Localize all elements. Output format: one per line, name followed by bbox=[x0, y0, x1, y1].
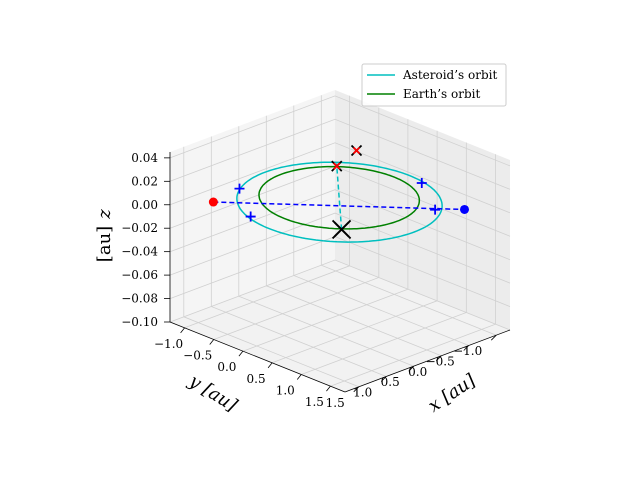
marker-dot-1 bbox=[460, 204, 469, 214]
legend: Asteroid’s orbit Earth’s orbit bbox=[361, 63, 507, 107]
tick-labels: −1.0−0.50.00.51.01.5−1.0−0.50.00.51.01.5… bbox=[121, 151, 497, 410]
y-tick-mark-5 bbox=[353, 386, 360, 393]
series-line-1 bbox=[258, 165, 421, 230]
marker-plus-2 bbox=[245, 211, 256, 222]
z-gridline-5 bbox=[169, 142, 511, 214]
axis-edges bbox=[169, 152, 511, 393]
y-tick-label-4: 1.0 bbox=[353, 386, 372, 400]
z-gridline-6 bbox=[169, 118, 511, 190]
z-gridline-0 bbox=[169, 259, 511, 331]
z-gridline-7 bbox=[169, 95, 511, 167]
data-series bbox=[213, 161, 465, 243]
z-tick-label-6: 0.02 bbox=[131, 174, 158, 188]
y-tick-mark-4 bbox=[380, 376, 387, 382]
legend-label-asteroid: Asteroid’s orbit bbox=[402, 68, 497, 82]
x-tick-mark-0 bbox=[180, 327, 185, 334]
dashed-line-1 bbox=[335, 163, 343, 230]
y-tick-mark-2 bbox=[435, 355, 442, 362]
x-tick-label-2: 0.0 bbox=[217, 360, 236, 374]
y-tick-mark-3 bbox=[408, 365, 415, 372]
legend-frame bbox=[361, 63, 507, 107]
x-tick-mark-1 bbox=[209, 339, 215, 345]
z-tick-label-0: −0.10 bbox=[121, 315, 158, 329]
y-tick-mark-0 bbox=[490, 334, 497, 341]
z-axis-label: z bbox=[94, 209, 115, 220]
x-tick-label-5: 1.5 bbox=[305, 395, 324, 409]
marker-x-11 bbox=[352, 146, 361, 155]
z-tick-label-3: −0.04 bbox=[121, 245, 158, 259]
y-axis-edge bbox=[344, 329, 511, 393]
y-tick-mark-1 bbox=[463, 345, 470, 351]
z-axis-label-unit: [au] bbox=[94, 226, 115, 262]
y-tick-label-2: 0.0 bbox=[408, 365, 427, 379]
marker-x-7 bbox=[333, 221, 350, 238]
z-tick-label-4: −0.02 bbox=[121, 221, 158, 235]
z-gridline-2 bbox=[169, 212, 511, 284]
x-tick-mark-3 bbox=[267, 362, 273, 369]
z-tick-label-2: −0.06 bbox=[121, 268, 158, 282]
x-tick-mark-2 bbox=[238, 350, 244, 357]
x-tick-label-0: −1.0 bbox=[154, 337, 183, 351]
x-tick-mark-4 bbox=[296, 374, 302, 380]
series-line-0 bbox=[236, 161, 443, 243]
legend-label-earth: Earth’s orbit bbox=[403, 87, 480, 101]
dashed-line-0 bbox=[213, 201, 465, 211]
marker-plus-4 bbox=[430, 204, 441, 215]
z-gridline-3 bbox=[169, 189, 511, 261]
x-tick-label-3: 0.5 bbox=[247, 372, 266, 386]
x-tick-label-4: 1.0 bbox=[276, 384, 295, 398]
x-axis-edge bbox=[169, 321, 346, 393]
y-tick-label-0: −1.0 bbox=[453, 344, 482, 358]
z-tick-label-7: 0.04 bbox=[131, 151, 158, 165]
marker-plus-5 bbox=[416, 178, 427, 189]
data-markers bbox=[208, 144, 469, 240]
y-tick-label-5: 1.5 bbox=[326, 396, 345, 410]
marker-plus-3 bbox=[234, 183, 245, 194]
z-tick-label-1: −0.08 bbox=[121, 292, 158, 306]
x-tick-mark-5 bbox=[326, 385, 331, 392]
floor-pane bbox=[170, 260, 510, 392]
z-tick-label-5: 0.00 bbox=[131, 198, 158, 212]
gridlines bbox=[169, 95, 511, 388]
marker-dot-0 bbox=[208, 197, 218, 207]
marker-x-9 bbox=[333, 162, 341, 170]
y-axis-label: y [au] bbox=[184, 370, 241, 417]
z-axis-label-group: [au] z bbox=[94, 209, 115, 262]
x-axis-label: x [au] bbox=[424, 370, 480, 417]
y-tick-label-1: −0.5 bbox=[426, 355, 455, 369]
y-tick-label-3: 0.5 bbox=[381, 375, 400, 389]
x-tick-label-1: −0.5 bbox=[183, 349, 212, 363]
